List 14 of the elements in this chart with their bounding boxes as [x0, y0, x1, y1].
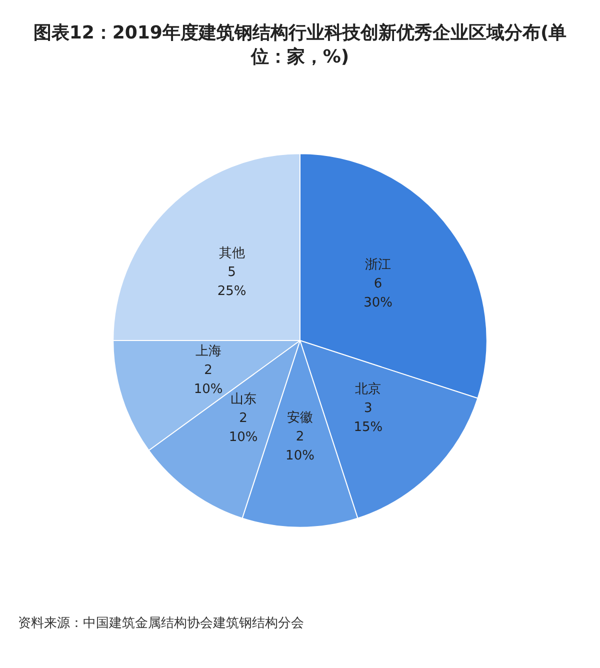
text: 资料来源：中国建筑金属结构协会建筑钢结构分会	[18, 616, 304, 631]
slice-label: 山东	[230, 392, 256, 408]
data-label: 6 30%	[364, 276, 392, 310]
slice-label: 安徽	[287, 409, 313, 426]
slice-label: 上海	[195, 344, 222, 359]
data-label: 2 10%	[228, 411, 258, 446]
data-label: 5 25%	[217, 264, 246, 299]
slice-label: 浙江	[365, 257, 392, 272]
slice-label: 其他	[218, 246, 245, 261]
chart-title: 图表12：2019年度建筑钢结构行业科技创新优秀企业区域分布(单位：家，%)	[33, 22, 567, 68]
data-label: 2 10%	[194, 362, 223, 397]
slice-label: 北京	[355, 382, 382, 398]
data-label: 2 10%	[286, 429, 314, 464]
data-label: 3 15%	[354, 401, 383, 436]
